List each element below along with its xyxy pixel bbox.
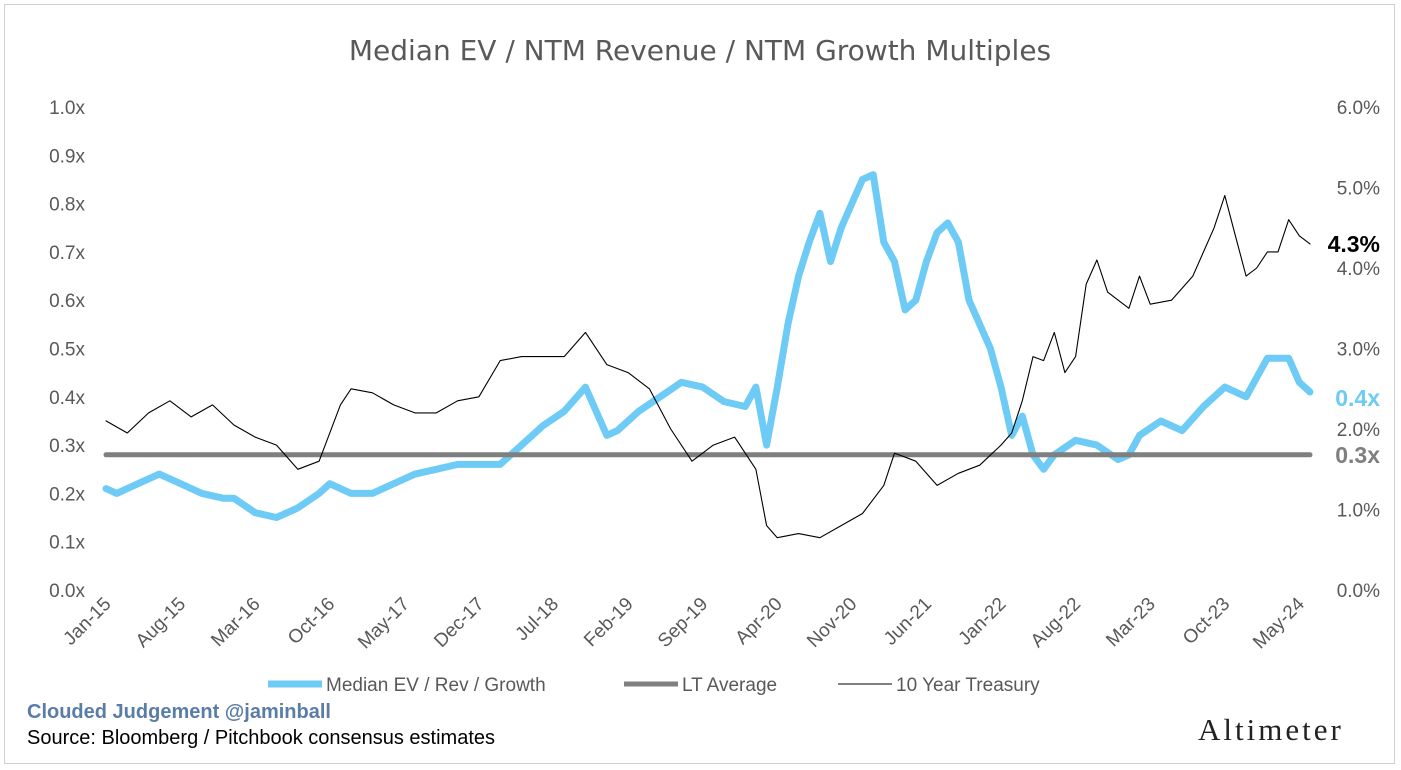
end-labels: 0.4x 0.3x 4.3%: [1328, 231, 1381, 468]
y-left-tick-label: 1.0x: [49, 98, 85, 119]
x-tick-label: Dec-17: [430, 594, 488, 652]
y-right-tick-label: 1.0%: [1337, 501, 1380, 522]
y-left-tick-label: 0.3x: [49, 436, 85, 457]
legend-lt-average-label: LT Average: [682, 675, 777, 696]
x-tick-label: Jun-21: [880, 594, 936, 650]
ten-year-treasury-line: [105, 194, 1311, 539]
y-right-tick-label: 5.0%: [1337, 179, 1380, 200]
legend-treasury-label: 10 Year Treasury: [896, 675, 1040, 696]
brand-credit: Clouded Judgement @jaminball: [27, 701, 331, 723]
x-tick-label: Feb-19: [580, 594, 637, 651]
x-axis: Jan-15 Aug-15 Mar-16 Oct-16 May-17 Dec-17 Jul-…: [60, 593, 1310, 653]
y-left-tick-label: 0.1x: [49, 533, 85, 554]
x-tick-label: Jan-22: [955, 594, 1011, 650]
x-tick-label: Sep-19: [654, 594, 712, 652]
y-right-tick-label: 3.0%: [1337, 340, 1380, 361]
x-tick-label: May-24: [1249, 593, 1309, 653]
lt-average-end-label: 0.3x: [1335, 442, 1380, 468]
x-tick-label: Aug-22: [1027, 594, 1085, 652]
y-left-tick-label: 0.7x: [49, 243, 85, 264]
legend-median-label: Median EV / Rev / Growth: [326, 675, 546, 696]
x-tick-label: Oct-16: [284, 594, 339, 649]
x-tick-label: Mar-16: [207, 594, 264, 651]
y-left-tick-label: 0.2x: [49, 484, 85, 505]
x-tick-label: Nov-20: [803, 594, 861, 652]
y-left-tick-label: 0.9x: [49, 146, 85, 167]
x-tick-label: Apr-20: [732, 594, 787, 649]
x-tick-label: Jan-15: [60, 594, 116, 650]
y-left-tick-label: 0.6x: [49, 291, 85, 312]
x-tick-label: Aug-15: [132, 594, 190, 652]
legend: Median EV / Rev / Growth LT Average 10 Yea…: [268, 675, 1040, 696]
x-tick-label: May-17: [354, 594, 414, 654]
treasury-end-label: 4.3%: [1328, 231, 1380, 257]
median-ev-rev-growth-line: [102, 171, 1314, 521]
y-right-tick-label: 6.0%: [1337, 98, 1380, 119]
y-right-tick-label: 2.0%: [1337, 420, 1380, 441]
chart-area: Median EV / NTM Revenue / NTM Growth Mul…: [49, 34, 1381, 696]
x-tick-label: Mar-23: [1102, 594, 1159, 651]
y-left-tick-label: 0.4x: [49, 388, 85, 409]
median-end-label: 0.4x: [1335, 385, 1380, 411]
y-left-tick-label: 0.0x: [49, 581, 85, 602]
chart-frame: [4, 4, 1395, 764]
plot-area: [102, 171, 1314, 539]
x-tick-label: Jul-18: [512, 594, 563, 645]
altimeter-logo: Altimeter: [1198, 712, 1344, 747]
source-note: Source: Bloomberg / Pitchbook consensus …: [27, 727, 496, 749]
x-tick-label: Oct-23: [1179, 594, 1234, 649]
y-axis-left: 0.0x 0.1x 0.2x 0.3x 0.4x 0.5x 0.6x 0.7x 0.8x 0.9x…: [49, 98, 85, 602]
y-left-tick-label: 0.8x: [49, 195, 85, 216]
chart-title: Median EV / NTM Revenue / NTM Growth Mul…: [349, 34, 1051, 67]
y-right-tick-label: 4.0%: [1337, 259, 1380, 280]
y-left-tick-label: 0.5x: [49, 340, 85, 361]
y-right-tick-label: 0.0%: [1337, 581, 1380, 602]
y-axis-right: 0.0% 1.0% 2.0% 3.0% 4.0% 5.0% 6.0%: [1337, 98, 1380, 602]
